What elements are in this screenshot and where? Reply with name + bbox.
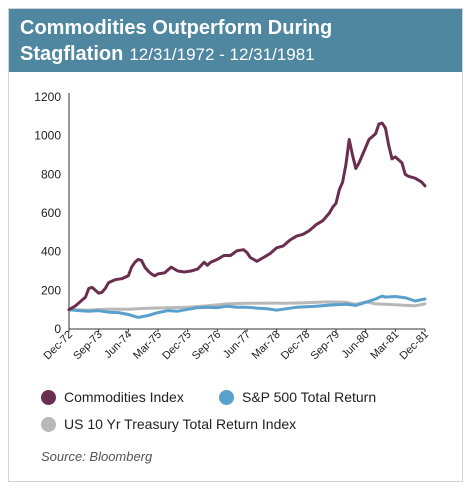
x-tick-label: Dec-81 — [398, 329, 432, 363]
x-tick-label: Jun-74 — [102, 329, 134, 361]
line-chart: 020040060080010001200Dec-72Sep-73Jun-74M… — [34, 90, 431, 362]
y-tick-label: 0 — [54, 322, 61, 336]
legend-item-commodities: Commodities Index — [41, 389, 184, 405]
chart-axes — [68, 93, 425, 330]
legend-dot-treasury — [41, 416, 56, 432]
series-line-sp500 — [67, 294, 427, 319]
series-line-treasury — [67, 300, 427, 312]
legend-dot-sp500 — [219, 389, 234, 405]
x-tick-label: Mar-75 — [131, 329, 164, 362]
x-tick-label: Sep-79 — [309, 329, 343, 363]
series-line-commodities — [67, 121, 427, 312]
chart-ticks: 020040060080010001200Dec-72Sep-73Jun-74M… — [34, 90, 431, 362]
y-tick-label: 400 — [41, 245, 61, 259]
chart-title-line2: Stagflation 12/31/1972 - 12/31/1981 — [20, 43, 315, 66]
x-tick-label: Sep-76 — [190, 329, 224, 363]
legend-label-commodities: Commodities Index — [64, 389, 184, 405]
legend-label-sp500: S&P 500 Total Return — [242, 389, 377, 405]
chart-title-line1: Commodities Outperform During — [20, 17, 333, 39]
chart-series — [67, 121, 427, 319]
chart-title-stagflation: Stagflation — [20, 43, 124, 65]
x-tick-label: Jun-80 — [340, 329, 372, 361]
chart-card: Commodities Outperform During Stagflatio… — [8, 8, 463, 482]
x-tick-label: Dec-78 — [279, 329, 313, 363]
x-tick-label: Mar-78 — [250, 329, 283, 362]
x-tick-label: Jun-77 — [221, 329, 253, 361]
y-tick-label: 1200 — [34, 90, 61, 104]
x-tick-label: Dec-75 — [160, 329, 194, 363]
chart-header: Commodities Outperform During Stagflatio… — [9, 9, 462, 72]
y-tick-label: 1000 — [34, 129, 61, 143]
chart-date-range: 12/31/1972 - 12/31/1981 — [129, 45, 315, 64]
x-tick-label: Mar-81 — [368, 329, 401, 362]
legend-label-treasury: US 10 Yr Treasury Total Return Index — [64, 416, 297, 432]
legend-item-treasury: US 10 Yr Treasury Total Return Index — [41, 416, 296, 432]
x-tick-label: Sep-73 — [71, 329, 105, 363]
source-note: Source: Bloomberg — [41, 449, 153, 464]
y-tick-label: 800 — [41, 167, 61, 181]
legend-dot-commodities — [41, 389, 56, 405]
legend-item-sp500: S&P 500 Total Return — [219, 389, 376, 405]
y-tick-label: 200 — [41, 283, 61, 297]
y-tick-label: 600 — [41, 206, 61, 220]
